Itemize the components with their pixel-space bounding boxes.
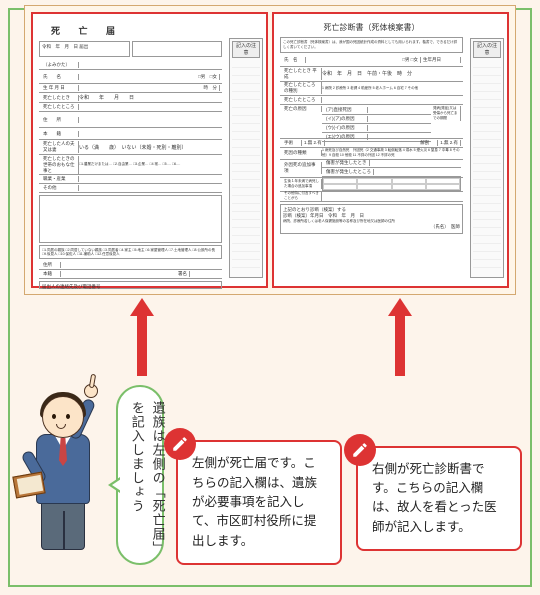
- speech-bubble: 遺族は左側の「死亡届」を記入しましょう: [116, 385, 164, 565]
- relation-checks: □1.同居の親族 □2.同居していない親族 □3.同居者 □4.家主 □5.地主…: [39, 245, 222, 259]
- left-doc-title: 死 亡 届: [51, 24, 222, 37]
- right-note-text: 右側が死亡診断書です。こちらの記入欄は、故人を看とった医師が記入します。: [372, 462, 497, 534]
- left-arrow: [130, 298, 154, 376]
- right-arrow: [388, 298, 412, 376]
- right-sidebar-note: 記入の注意: [470, 38, 504, 278]
- right-doc-title: 死亡診断書（死体検案書）: [280, 22, 463, 33]
- pen-icon: [164, 428, 196, 460]
- notes-box: [39, 195, 222, 243]
- left-note-box: 左側が死亡届です。こちらの記入欄は、遺族が必要事項を記入して、市区町村役所に提出…: [176, 440, 342, 565]
- left-note-text: 左側が死亡届です。こちらの記入欄は、遺族が必要事項を記入して、市区町村役所に提出…: [192, 456, 317, 548]
- header-box: 令和 年 月 日 届出: [39, 41, 130, 57]
- death-certificate-form: 死亡診断書（死体検案書） この死亡診断書（死体検案書）は、我が国の死因統計作成の…: [272, 12, 509, 288]
- guide-character: [14, 378, 119, 573]
- right-note-box: 右側が死亡診断書です。こちらの記入欄は、故人を看とった医師が記入します。: [356, 446, 522, 552]
- pen-icon: [344, 434, 376, 466]
- header-box: [132, 41, 223, 57]
- left-sidebar-note: 記入の注意: [229, 38, 263, 278]
- documents-container: 死 亡 届 令和 年 月 日 届出 （よみかた） 氏 名□男 □女 生 年 月 …: [24, 5, 516, 295]
- death-notification-form: 死 亡 届 令和 年 月 日 届出 （よみかた） 氏 名□男 □女 生 年 月 …: [31, 12, 268, 288]
- bubble-text: 遺族は左側の「死亡届」を記入しましょう: [118, 387, 176, 563]
